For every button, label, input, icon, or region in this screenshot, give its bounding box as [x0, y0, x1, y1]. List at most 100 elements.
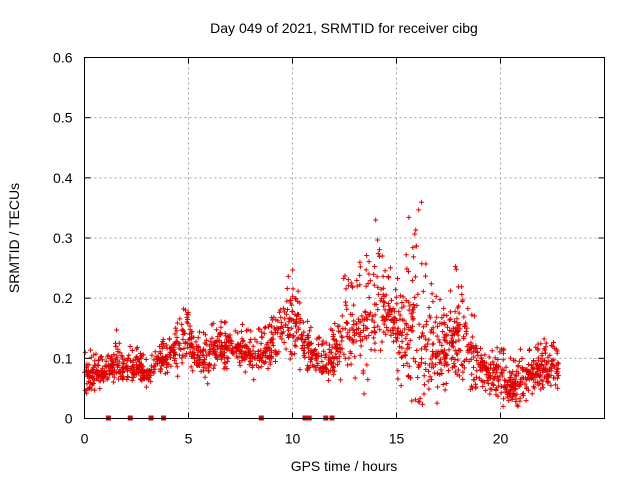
- data-point: [350, 284, 356, 290]
- data-point: [261, 360, 267, 366]
- data-point: [438, 367, 444, 373]
- data-point: [426, 304, 432, 310]
- data-point: [402, 352, 408, 358]
- data-point: [248, 359, 254, 365]
- data-point: [495, 374, 501, 380]
- data-point: [151, 357, 157, 363]
- data-point: [179, 321, 185, 327]
- data-point: [479, 358, 485, 364]
- data-point: [490, 359, 496, 365]
- data-point: [223, 333, 229, 339]
- data-point: [428, 329, 434, 335]
- data-point: [540, 385, 546, 391]
- data-point: [187, 327, 193, 333]
- data-point: [174, 364, 180, 370]
- data-point: [399, 345, 405, 351]
- data-point: [526, 348, 532, 353]
- data-point: [232, 344, 238, 350]
- data-point: [362, 310, 368, 316]
- data-point: [224, 339, 230, 345]
- data-point: [174, 320, 180, 326]
- data-point: [460, 369, 466, 375]
- data-point: [530, 384, 536, 390]
- data-point: [412, 397, 418, 403]
- data-point: [439, 321, 445, 327]
- data-point: [439, 342, 445, 348]
- data-point: [378, 286, 384, 292]
- x-tick-label: 5: [185, 431, 193, 447]
- data-point: [120, 375, 126, 381]
- data-point: [429, 377, 435, 383]
- data-point: [281, 340, 287, 346]
- data-point: [315, 350, 321, 356]
- y-tick-label: 0.2: [53, 290, 73, 306]
- data-point: [452, 364, 458, 370]
- data-point: [375, 323, 381, 329]
- data-point: [202, 340, 208, 346]
- data-point: [352, 375, 358, 381]
- data-point: [139, 363, 145, 369]
- data-point: [399, 354, 405, 360]
- data-point: [293, 329, 299, 335]
- data-point: [295, 335, 301, 341]
- data-point: [188, 364, 194, 370]
- data-point: [86, 386, 92, 392]
- data-point: [484, 377, 490, 383]
- data-point: [532, 380, 538, 386]
- data-point: [441, 305, 447, 311]
- data-point: [90, 368, 96, 374]
- data-point: [510, 380, 516, 386]
- data-point: [273, 317, 279, 323]
- data-point: [212, 340, 218, 346]
- data-point: [223, 319, 229, 325]
- y-tick-label: 0.3: [53, 230, 73, 246]
- data-point: [347, 327, 353, 333]
- data-point: [510, 393, 516, 399]
- data-point: [391, 314, 397, 320]
- data-point: [348, 280, 354, 286]
- data-point: [138, 377, 144, 382]
- data-point: [375, 291, 381, 297]
- data-point: [464, 356, 470, 362]
- data-point: [205, 381, 211, 387]
- data-point: [416, 335, 422, 341]
- data-point: [252, 351, 258, 357]
- data-point: [430, 341, 436, 347]
- data-point: [267, 359, 273, 365]
- data-point: [447, 288, 453, 294]
- y-tick-label: 0.1: [53, 350, 73, 366]
- data-point: [218, 339, 224, 345]
- data-point: [385, 328, 391, 334]
- data-point: [283, 346, 289, 352]
- data-point: [501, 346, 507, 352]
- data-point: [280, 324, 286, 330]
- data-point: [272, 359, 278, 365]
- data-point: [393, 287, 399, 293]
- data-point: [104, 376, 110, 382]
- data-point: [172, 331, 178, 337]
- data-point: [125, 373, 131, 379]
- data-point: [357, 264, 363, 270]
- data-point: [497, 349, 503, 355]
- data-point: [434, 314, 440, 320]
- data-point: [126, 352, 132, 358]
- data-point: [331, 364, 337, 370]
- data-point: [142, 369, 148, 375]
- data-point: [402, 326, 408, 332]
- data-point: [388, 265, 394, 271]
- data-point: [157, 349, 163, 355]
- data-point: [349, 312, 355, 318]
- data-point: [133, 362, 139, 368]
- data-point: [512, 386, 518, 392]
- data-point: [163, 342, 169, 348]
- data-point: [218, 319, 224, 325]
- data-point: [278, 320, 284, 326]
- data-point: [434, 400, 440, 406]
- data-point: [470, 385, 476, 391]
- data-point: [540, 382, 546, 388]
- data-point: [386, 314, 392, 320]
- data-point: [480, 383, 486, 389]
- data-point: [449, 365, 455, 371]
- data-point: [240, 321, 246, 327]
- data-point: [305, 318, 311, 324]
